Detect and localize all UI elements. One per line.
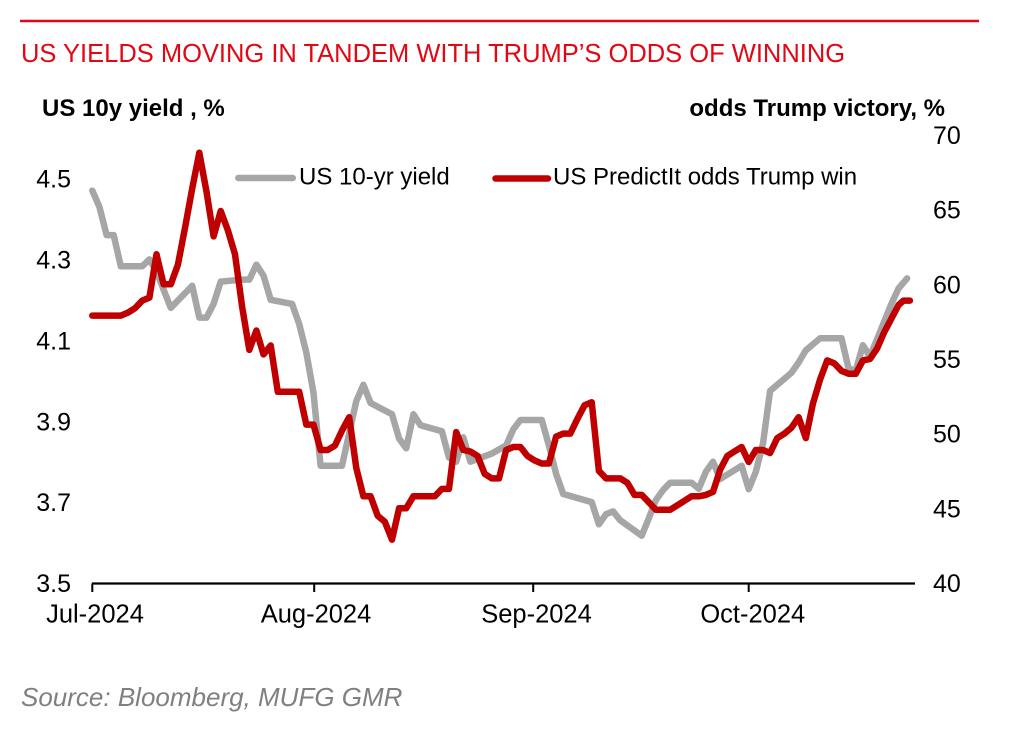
svg-text:odds Trump victory, %: odds Trump victory, %: [689, 95, 945, 122]
svg-text:Aug-2024: Aug-2024: [261, 601, 372, 629]
svg-text:55: 55: [933, 346, 961, 374]
svg-text:US 10y yield , %: US 10y yield , %: [42, 95, 225, 122]
svg-text:Jul-2024: Jul-2024: [46, 601, 144, 629]
svg-text:60: 60: [933, 271, 961, 299]
svg-text:3.9: 3.9: [36, 408, 71, 436]
svg-text:4.5: 4.5: [36, 166, 71, 194]
svg-text:4.3: 4.3: [36, 247, 71, 275]
svg-text:50: 50: [933, 421, 961, 449]
svg-text:3.5: 3.5: [36, 570, 71, 598]
svg-text:4.1: 4.1: [36, 327, 71, 355]
svg-text:Source: Bloomberg, MUFG GMR: Source: Bloomberg, MUFG GMR: [21, 682, 402, 712]
svg-text:3.7: 3.7: [36, 489, 71, 517]
svg-text:US 10-yr yield: US 10-yr yield: [299, 164, 450, 191]
svg-text:45: 45: [933, 495, 961, 523]
svg-text:65: 65: [933, 197, 961, 225]
svg-text:Sep-2024: Sep-2024: [481, 601, 592, 629]
svg-text:40: 40: [933, 570, 961, 598]
svg-text:Oct-2024: Oct-2024: [700, 601, 805, 629]
svg-text:US PredictIt odds Trump win: US PredictIt odds Trump win: [553, 164, 857, 191]
svg-text:70: 70: [933, 122, 961, 150]
svg-text:US YIELDS MOVING IN TANDEM WIT: US YIELDS MOVING IN TANDEM WITH TRUMP’S …: [21, 40, 845, 68]
